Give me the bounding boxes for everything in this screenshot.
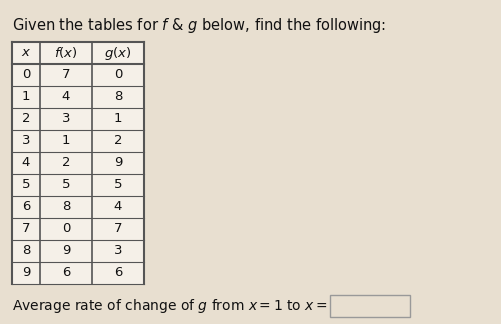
Text: 0: 0 <box>114 68 122 82</box>
Text: 6: 6 <box>114 267 122 280</box>
Text: 8: 8 <box>22 245 30 258</box>
Text: 5: 5 <box>62 179 70 191</box>
Text: 2: 2 <box>22 112 30 125</box>
Text: 0: 0 <box>22 68 30 82</box>
Text: 6: 6 <box>22 201 30 214</box>
Text: 3: 3 <box>22 134 30 147</box>
Text: 9: 9 <box>114 156 122 169</box>
Text: $x$: $x$ <box>21 47 31 60</box>
Text: 2: 2 <box>62 156 70 169</box>
Text: 1: 1 <box>114 112 122 125</box>
Bar <box>330 295 410 317</box>
Text: 9: 9 <box>62 245 70 258</box>
Text: $f(x)$: $f(x)$ <box>54 45 78 61</box>
Text: 3: 3 <box>62 112 70 125</box>
Text: 7: 7 <box>114 223 122 236</box>
Text: 8: 8 <box>114 90 122 103</box>
Text: Average rate of change of $g$ from $x = 1$ to $x = 6$ is: Average rate of change of $g$ from $x = … <box>12 297 356 315</box>
Text: 4: 4 <box>114 201 122 214</box>
Text: 9: 9 <box>22 267 30 280</box>
Text: 1: 1 <box>62 134 70 147</box>
Bar <box>12 42 144 284</box>
Text: 5: 5 <box>22 179 30 191</box>
Text: 5: 5 <box>114 179 122 191</box>
Text: 7: 7 <box>22 223 30 236</box>
Text: 2: 2 <box>114 134 122 147</box>
Text: 8: 8 <box>62 201 70 214</box>
Text: $g(x)$: $g(x)$ <box>104 44 132 62</box>
Text: 4: 4 <box>62 90 70 103</box>
Text: 3: 3 <box>114 245 122 258</box>
Text: 1: 1 <box>22 90 30 103</box>
Text: 6: 6 <box>62 267 70 280</box>
Text: Given the tables for $f$ & $g$ below, find the following:: Given the tables for $f$ & $g$ below, fi… <box>12 16 386 35</box>
Text: 7: 7 <box>62 68 70 82</box>
Text: 0: 0 <box>62 223 70 236</box>
Text: 4: 4 <box>22 156 30 169</box>
